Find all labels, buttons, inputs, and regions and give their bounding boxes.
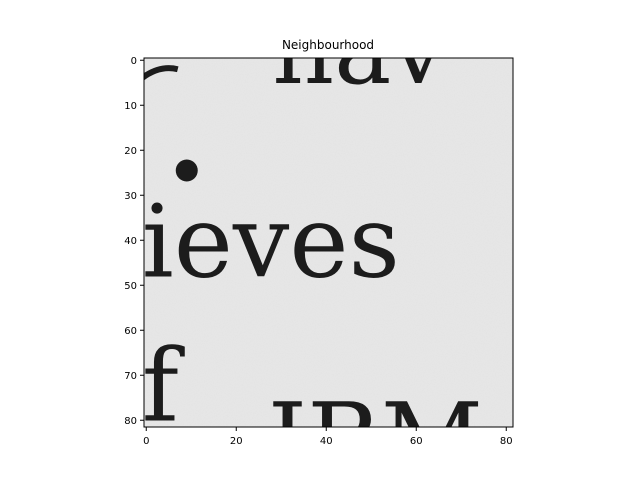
y-tick-label: 30	[124, 191, 137, 202]
chart-title: Neighbourhood	[282, 38, 374, 52]
image-text-1: ieves	[142, 183, 400, 300]
x-tick-label: 20	[230, 436, 243, 447]
x-tick-label: 40	[320, 436, 333, 447]
image-ink-dot	[175, 159, 198, 182]
y-tick-label: 40	[124, 236, 137, 247]
x-tick-label: 60	[410, 436, 423, 447]
x-tick-label: 80	[500, 436, 513, 447]
y-tick-label: 0	[131, 56, 137, 67]
x-tick-label: 0	[143, 436, 149, 447]
y-tick-label: 50	[124, 281, 137, 292]
x-axis: 0 20 40 60 80	[143, 427, 513, 447]
y-tick-label: 60	[124, 326, 137, 337]
image-text-0: hav	[272, 0, 445, 106]
y-tick-label: 80	[124, 416, 137, 427]
y-axis: 0 10 20 30 40 50 60 70 80	[124, 56, 144, 427]
image-grain	[144, 58, 513, 427]
y-tick-label: 70	[124, 371, 137, 382]
axes-frame	[143, 57, 514, 428]
y-tick-label: 10	[124, 101, 137, 112]
image-text-3: IBM	[268, 381, 483, 480]
image-ink-arc	[144, 65, 179, 81]
y-tick-label: 20	[124, 146, 137, 157]
